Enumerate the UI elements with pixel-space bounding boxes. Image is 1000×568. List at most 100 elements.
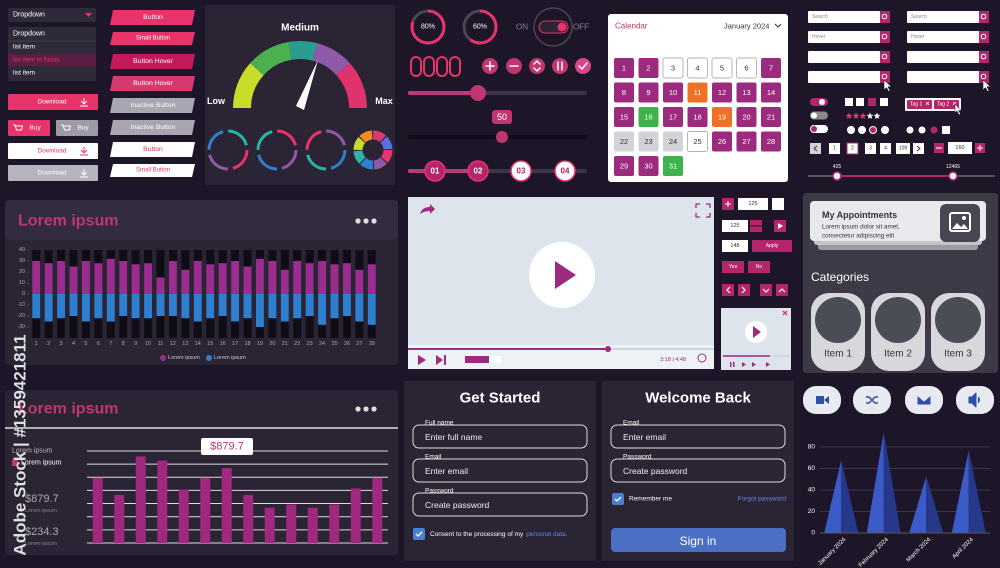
calendar-day[interactable]: [663, 131, 683, 152]
number-input[interactable]: [948, 142, 972, 154]
radio[interactable]: [881, 126, 889, 134]
number-input[interactable]: [722, 240, 748, 252]
spin-down[interactable]: [750, 226, 762, 233]
search-button[interactable]: [979, 51, 989, 63]
button[interactable]: [722, 261, 744, 273]
calendar-day[interactable]: [712, 131, 732, 152]
calendar-day[interactable]: [761, 82, 781, 103]
calendar-day[interactable]: [736, 131, 757, 152]
button[interactable]: [8, 120, 50, 136]
text-input[interactable]: [610, 458, 786, 483]
search-button[interactable]: [979, 71, 989, 83]
search-button[interactable]: [880, 11, 890, 23]
spin-up[interactable]: [750, 220, 762, 226]
control[interactable]: [772, 198, 784, 210]
calendar-day[interactable]: [687, 107, 708, 127]
search-input[interactable]: [907, 31, 989, 43]
list-item[interactable]: list item in focus: [13, 57, 60, 64]
calendar-day[interactable]: [761, 131, 781, 152]
step[interactable]: [424, 160, 446, 182]
calendar-day[interactable]: [761, 58, 781, 78]
calendar-day[interactable]: [736, 57, 757, 79]
list-item[interactable]: list item: [13, 44, 35, 51]
radio[interactable]: [847, 126, 855, 134]
menu-dot[interactable]: [371, 218, 377, 224]
search-button[interactable]: [880, 71, 890, 83]
calendar-day[interactable]: [736, 82, 757, 103]
calendar-day[interactable]: [712, 82, 732, 103]
step[interactable]: [554, 160, 576, 182]
button[interactable]: [56, 120, 98, 136]
search-button[interactable]: [880, 51, 890, 63]
page[interactable]: [896, 143, 910, 154]
search-input[interactable]: [808, 11, 890, 23]
calendar-day[interactable]: [614, 58, 634, 78]
button[interactable]: [110, 54, 195, 69]
calendar-day[interactable]: [663, 156, 683, 176]
button[interactable]: [8, 94, 98, 110]
button[interactable]: [8, 143, 98, 159]
search-input[interactable]: [907, 11, 989, 23]
calendar-day[interactable]: [614, 131, 634, 152]
icon-button[interactable]: [552, 58, 568, 74]
search-button[interactable]: [979, 31, 989, 43]
search-input[interactable]: [808, 71, 890, 83]
checkbox[interactable]: [612, 493, 624, 505]
checkbox[interactable]: [856, 98, 864, 106]
search-input[interactable]: [907, 71, 989, 83]
volume-fill[interactable]: [465, 356, 489, 363]
checkbox[interactable]: [880, 98, 888, 106]
list-item[interactable]: list item: [13, 70, 35, 77]
button[interactable]: [110, 32, 195, 45]
next-icon[interactable]: [436, 355, 446, 365]
radio[interactable]: [918, 126, 926, 134]
button[interactable]: [110, 98, 195, 113]
calendar-day[interactable]: [638, 58, 659, 78]
menu-dot[interactable]: [371, 406, 377, 412]
button[interactable]: [110, 120, 195, 135]
calendar-day[interactable]: [614, 82, 634, 103]
calendar-day[interactable]: [638, 107, 659, 127]
button[interactable]: [752, 240, 792, 252]
page-next[interactable]: [913, 143, 924, 154]
text-input[interactable]: [412, 424, 588, 449]
button[interactable]: [110, 76, 195, 91]
play-icon[interactable]: [418, 355, 426, 365]
search-button[interactable]: [880, 31, 890, 43]
checkbox[interactable]: [845, 98, 853, 106]
close-icon[interactable]: [782, 310, 788, 316]
arrow-button[interactable]: [776, 284, 788, 296]
arrow-button[interactable]: [760, 284, 772, 296]
icon-button[interactable]: [575, 58, 591, 74]
number-input[interactable]: [738, 198, 768, 210]
icon-button[interactable]: [529, 58, 545, 74]
tag[interactable]: [934, 100, 959, 109]
button[interactable]: [110, 142, 195, 157]
page[interactable]: [865, 143, 876, 154]
calendar-day[interactable]: [687, 131, 708, 152]
step[interactable]: [467, 160, 489, 182]
search-input[interactable]: [808, 31, 890, 43]
page-prev[interactable]: [810, 143, 821, 154]
button[interactable]: [110, 164, 195, 177]
page[interactable]: [846, 142, 859, 155]
text-input[interactable]: [412, 492, 588, 517]
calendar-day[interactable]: [638, 156, 659, 176]
forgot-link[interactable]: Forgot password: [738, 496, 787, 503]
icon-button[interactable]: [905, 386, 943, 414]
button[interactable]: [748, 261, 770, 273]
scrubber[interactable]: [605, 346, 611, 352]
arrow-button[interactable]: [722, 284, 734, 296]
tag[interactable]: [907, 100, 932, 109]
dropdown[interactable]: [8, 8, 96, 22]
calendar-day[interactable]: [736, 107, 757, 127]
calendar-day[interactable]: [614, 107, 634, 127]
number-input[interactable]: [722, 220, 748, 232]
search-input[interactable]: [907, 51, 989, 63]
menu-dot[interactable]: [355, 218, 361, 224]
calendar-day[interactable]: [761, 107, 781, 127]
menu-dot[interactable]: [363, 406, 369, 412]
calendar-day[interactable]: [614, 156, 634, 176]
checkbox[interactable]: [942, 126, 950, 134]
checkbox[interactable]: [868, 98, 876, 106]
